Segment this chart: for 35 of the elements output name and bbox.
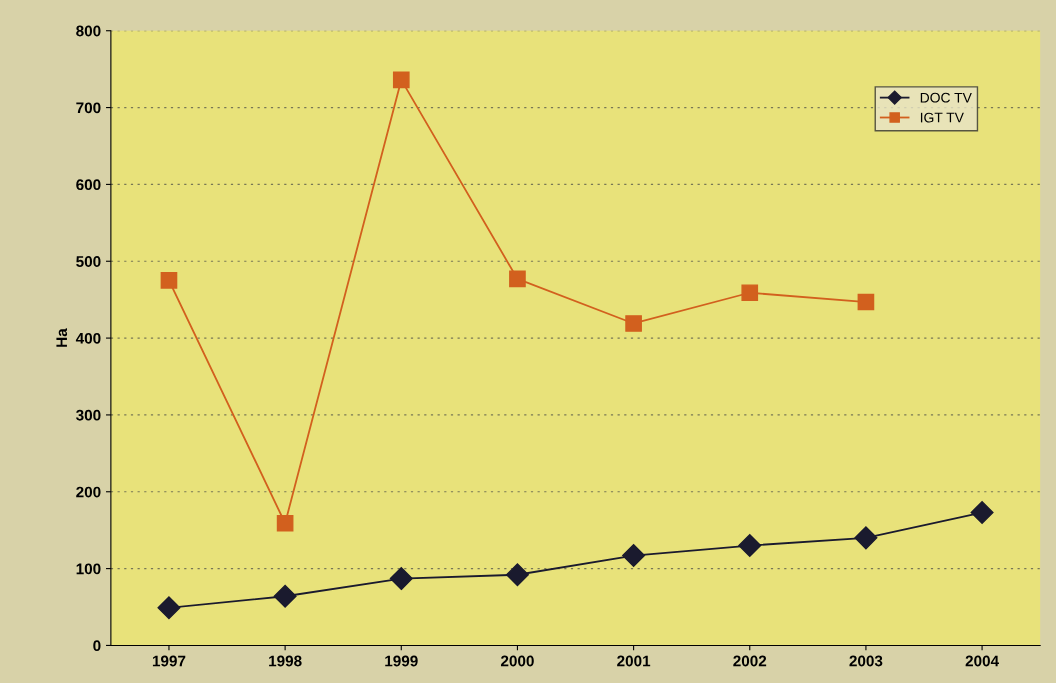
x-tick-label: 2000 <box>500 655 534 667</box>
x-tick-label: 2004 <box>965 655 999 667</box>
legend-label: IGT TV <box>920 112 964 123</box>
point <box>509 270 526 288</box>
point <box>160 272 178 289</box>
point <box>392 71 410 89</box>
point <box>276 514 294 532</box>
y-tick-label: 200 <box>76 486 101 498</box>
x-tick-label: 1999 <box>385 655 418 667</box>
x-tick-label: 1997 <box>152 655 186 667</box>
point <box>857 293 875 311</box>
x-tick-label: 2002 <box>733 655 767 667</box>
y-tick-label: 100 <box>76 563 101 575</box>
x-tick-label: 1998 <box>269 655 302 667</box>
y-tick-label: 500 <box>76 256 101 267</box>
y-tick-label: 400 <box>75 332 101 344</box>
y-tick-label: 600 <box>76 179 101 191</box>
y-tick-label: 800 <box>76 25 101 37</box>
legend-label: DOC TV <box>920 92 972 103</box>
y-tick-label: 300 <box>76 409 101 421</box>
point <box>738 534 762 558</box>
point <box>625 315 642 332</box>
y-tick-label: 700 <box>76 102 101 114</box>
point <box>970 501 994 525</box>
point <box>273 584 297 608</box>
point <box>854 526 878 550</box>
point <box>389 567 413 591</box>
x-tick-label: 2003 <box>849 655 883 667</box>
point <box>505 563 529 587</box>
y-axis-title: Ha <box>56 328 68 347</box>
x-tick-label: 2001 <box>617 655 651 667</box>
y-tick-label: 0 <box>93 640 101 652</box>
point <box>741 284 759 302</box>
point <box>157 596 181 620</box>
point <box>622 544 646 568</box>
